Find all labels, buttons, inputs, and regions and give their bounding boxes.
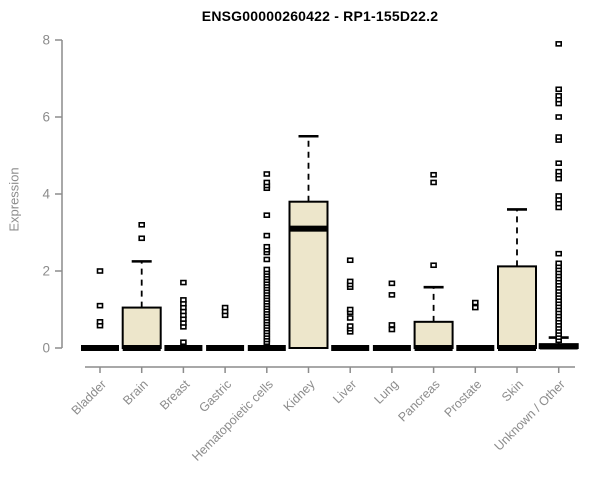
y-tick-label: 2 bbox=[42, 264, 50, 279]
box-group bbox=[456, 299, 495, 351]
outlier-point bbox=[96, 268, 104, 274]
outlier-point bbox=[96, 319, 104, 325]
x-category-label: Skin bbox=[499, 377, 526, 404]
box-group bbox=[372, 280, 411, 351]
x-category-label: Breast bbox=[157, 377, 193, 413]
box-group bbox=[206, 304, 245, 351]
box-group bbox=[81, 268, 119, 351]
x-category-label: Bladder bbox=[69, 377, 109, 417]
outlier-point bbox=[388, 322, 396, 328]
box-group bbox=[413, 171, 454, 351]
x-category-label: Brain bbox=[120, 377, 151, 408]
y-tick-label: 8 bbox=[42, 33, 50, 48]
outlier-point bbox=[555, 193, 563, 199]
box-group bbox=[331, 257, 370, 351]
x-category-label: Lung bbox=[371, 377, 401, 407]
outlier-point bbox=[263, 266, 271, 273]
x-category-label: Gastric bbox=[196, 377, 234, 415]
outlier-point bbox=[555, 86, 563, 93]
chart-title: ENSG00000260422 - RP1-155D22.2 bbox=[201, 8, 439, 24]
outlier-point bbox=[263, 243, 271, 250]
box-group bbox=[121, 222, 162, 351]
outlier-point bbox=[555, 260, 563, 267]
box-group bbox=[538, 41, 579, 350]
outlier-point bbox=[180, 339, 187, 346]
outlier-point bbox=[180, 297, 187, 303]
outlier-point bbox=[430, 171, 437, 178]
outlier-point bbox=[388, 280, 396, 287]
outlier-point bbox=[430, 179, 437, 186]
outlier-point bbox=[555, 114, 563, 120]
box-group bbox=[288, 134, 329, 349]
outlier-point bbox=[263, 232, 271, 239]
outlier-point bbox=[555, 41, 563, 47]
x-category-label: Liver bbox=[330, 377, 359, 406]
outlier-point bbox=[430, 262, 437, 269]
outlier-point bbox=[388, 292, 396, 298]
x-category-label: Kidney bbox=[281, 377, 318, 414]
y-tick-label: 0 bbox=[42, 341, 50, 356]
outlier-point bbox=[346, 278, 354, 285]
outlier-point bbox=[221, 304, 229, 311]
outlier-point bbox=[555, 250, 563, 257]
x-category-label: Pancreas bbox=[395, 377, 442, 424]
outlier-point bbox=[96, 302, 104, 309]
outlier-point bbox=[138, 235, 145, 242]
outlier-point bbox=[263, 171, 271, 177]
x-category-label: Unknown / Other bbox=[492, 377, 568, 453]
box-group bbox=[164, 279, 203, 351]
x-category-label: Prostate bbox=[442, 377, 485, 420]
y-tick-label: 6 bbox=[42, 110, 50, 125]
outlier-point bbox=[555, 93, 563, 99]
outlier-point bbox=[471, 304, 479, 311]
outlier-point bbox=[346, 306, 354, 313]
outlier-point bbox=[388, 326, 396, 333]
x-category-label: Hematopoietic cells bbox=[189, 377, 276, 464]
outlier-point bbox=[263, 256, 271, 263]
outlier-point bbox=[471, 299, 479, 306]
outlier-point bbox=[346, 257, 354, 264]
box-group bbox=[497, 208, 537, 351]
outlier-point bbox=[263, 179, 271, 186]
outlier-point bbox=[180, 279, 187, 286]
outlier-point bbox=[346, 315, 354, 321]
outlier-point bbox=[555, 134, 563, 140]
y-tick-label: 4 bbox=[42, 187, 50, 202]
outlier-point bbox=[555, 168, 563, 175]
outlier-point bbox=[263, 212, 271, 218]
box-group bbox=[247, 171, 286, 351]
outlier-point bbox=[138, 222, 145, 228]
outlier-point bbox=[555, 160, 563, 166]
y-axis: 0 2 4 6 8 bbox=[42, 33, 63, 356]
outlier-point bbox=[346, 323, 354, 329]
